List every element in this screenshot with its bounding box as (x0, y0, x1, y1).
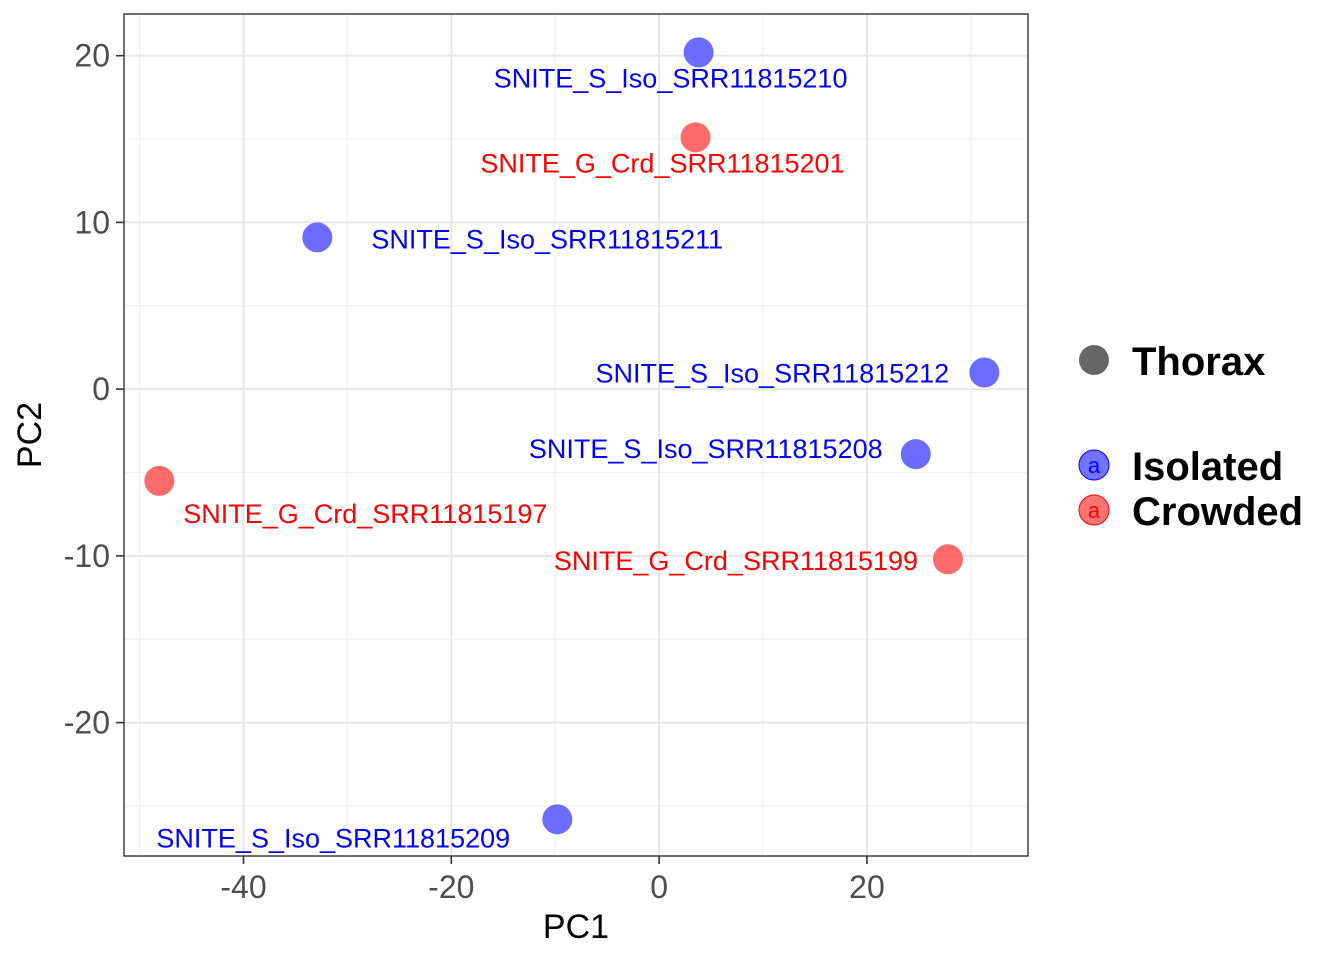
data-point-isolated (302, 222, 333, 253)
legend-key-letter-crowded: a (1088, 498, 1101, 523)
data-point-isolated (900, 439, 931, 470)
legend-shape-key (1079, 345, 1109, 375)
x-axis-title: PC1 (543, 908, 609, 946)
data-point-isolated (542, 804, 573, 835)
y-tick-label: 20 (74, 38, 110, 74)
data-point-crowded (680, 122, 711, 153)
data-point-isolated (969, 357, 1000, 388)
point-label: SNITE_S_Iso_SRR11815212 (595, 358, 949, 388)
y-tick-label: 0 (92, 371, 110, 407)
point-label: SNITE_G_Crd_SRR11815197 (183, 499, 547, 529)
panel-border (123, 13, 1029, 857)
legend-shape-title: Thorax (1132, 340, 1265, 384)
x-tick-label: 20 (849, 869, 885, 905)
y-tick-label: -20 (64, 705, 110, 741)
legend-label-crowded: Crowded (1132, 490, 1303, 534)
grid-minor (124, 14, 1028, 856)
data-point-isolated (683, 37, 714, 68)
legend-label-isolated: Isolated (1132, 445, 1283, 489)
legend-key-letter-isolated: a (1088, 453, 1101, 478)
point-label: SNITE_S_Iso_SRR11815211 (371, 224, 723, 254)
x-tick-label: -20 (428, 869, 474, 905)
data-point-crowded (144, 465, 175, 496)
y-tick-label: -10 (64, 538, 110, 574)
point-label: SNITE_G_Crd_SRR11815199 (554, 546, 918, 576)
y-axis-ticks: -20 -10 0 10 20 (64, 38, 124, 741)
x-axis-ticks: -40 -20 0 20 (220, 856, 885, 905)
grid-major (124, 14, 1028, 856)
data-points (144, 37, 1000, 835)
panel-background (124, 14, 1028, 856)
y-axis-title: PC2 (11, 402, 49, 468)
point-label: SNITE_S_Iso_SRR11815210 (494, 63, 848, 93)
point-labels: SNITE_S_Iso_SRR11815210 SNITE_S_Iso_SRR11… (156, 63, 949, 853)
y-tick-label: 10 (74, 204, 110, 240)
legend: Thorax a Isolated a Crowded (1078, 340, 1303, 534)
legend-key-crowded (1078, 494, 1110, 526)
point-label: SNITE_G_Crd_SRR11815201 (480, 148, 844, 178)
x-tick-label: -40 (220, 869, 266, 905)
data-point-crowded (932, 544, 963, 575)
point-label: SNITE_S_Iso_SRR11815208 (529, 434, 883, 464)
x-tick-label: 0 (650, 869, 668, 905)
point-label: SNITE_S_Iso_SRR11815209 (156, 823, 510, 853)
legend-key-isolated (1078, 449, 1110, 481)
